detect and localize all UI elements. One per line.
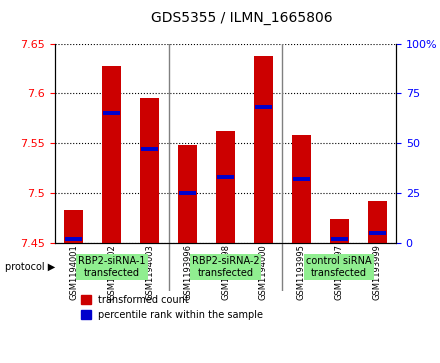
Text: GSM1193999: GSM1193999 — [373, 244, 381, 300]
Bar — [217, 175, 234, 179]
Bar — [292, 135, 311, 243]
Bar — [255, 106, 272, 109]
Text: GSM1193995: GSM1193995 — [297, 244, 306, 300]
Bar — [293, 177, 310, 181]
Bar — [254, 56, 273, 243]
Text: RBP2-siRNA-2
transfected: RBP2-siRNA-2 transfected — [192, 256, 259, 278]
Bar — [367, 201, 386, 243]
Text: protocol ▶: protocol ▶ — [5, 262, 55, 272]
Bar — [103, 111, 121, 115]
Bar — [179, 191, 196, 195]
Text: GSM1193996: GSM1193996 — [183, 244, 192, 300]
Bar — [178, 146, 197, 243]
Bar — [140, 98, 159, 243]
Bar — [103, 66, 121, 243]
Bar — [141, 147, 158, 151]
Text: GSM1194001: GSM1194001 — [70, 244, 78, 300]
Text: RBP2-siRNA-1
transfected: RBP2-siRNA-1 transfected — [78, 256, 146, 278]
Text: GDS5355 / ILMN_1665806: GDS5355 / ILMN_1665806 — [151, 11, 333, 25]
Text: GSM1194003: GSM1194003 — [145, 244, 154, 300]
Text: GSM1193998: GSM1193998 — [221, 244, 230, 300]
Bar — [330, 237, 348, 241]
Bar — [65, 210, 84, 243]
Text: GSM1194002: GSM1194002 — [107, 244, 116, 300]
Bar — [330, 219, 348, 243]
Bar — [216, 131, 235, 243]
Bar — [66, 237, 82, 241]
Text: GSM1193997: GSM1193997 — [335, 244, 344, 300]
Bar — [369, 231, 385, 235]
Text: GSM1194000: GSM1194000 — [259, 244, 268, 300]
Text: control siRNA
transfected: control siRNA transfected — [306, 256, 372, 278]
Legend: transformed count, percentile rank within the sample: transformed count, percentile rank withi… — [77, 291, 267, 323]
